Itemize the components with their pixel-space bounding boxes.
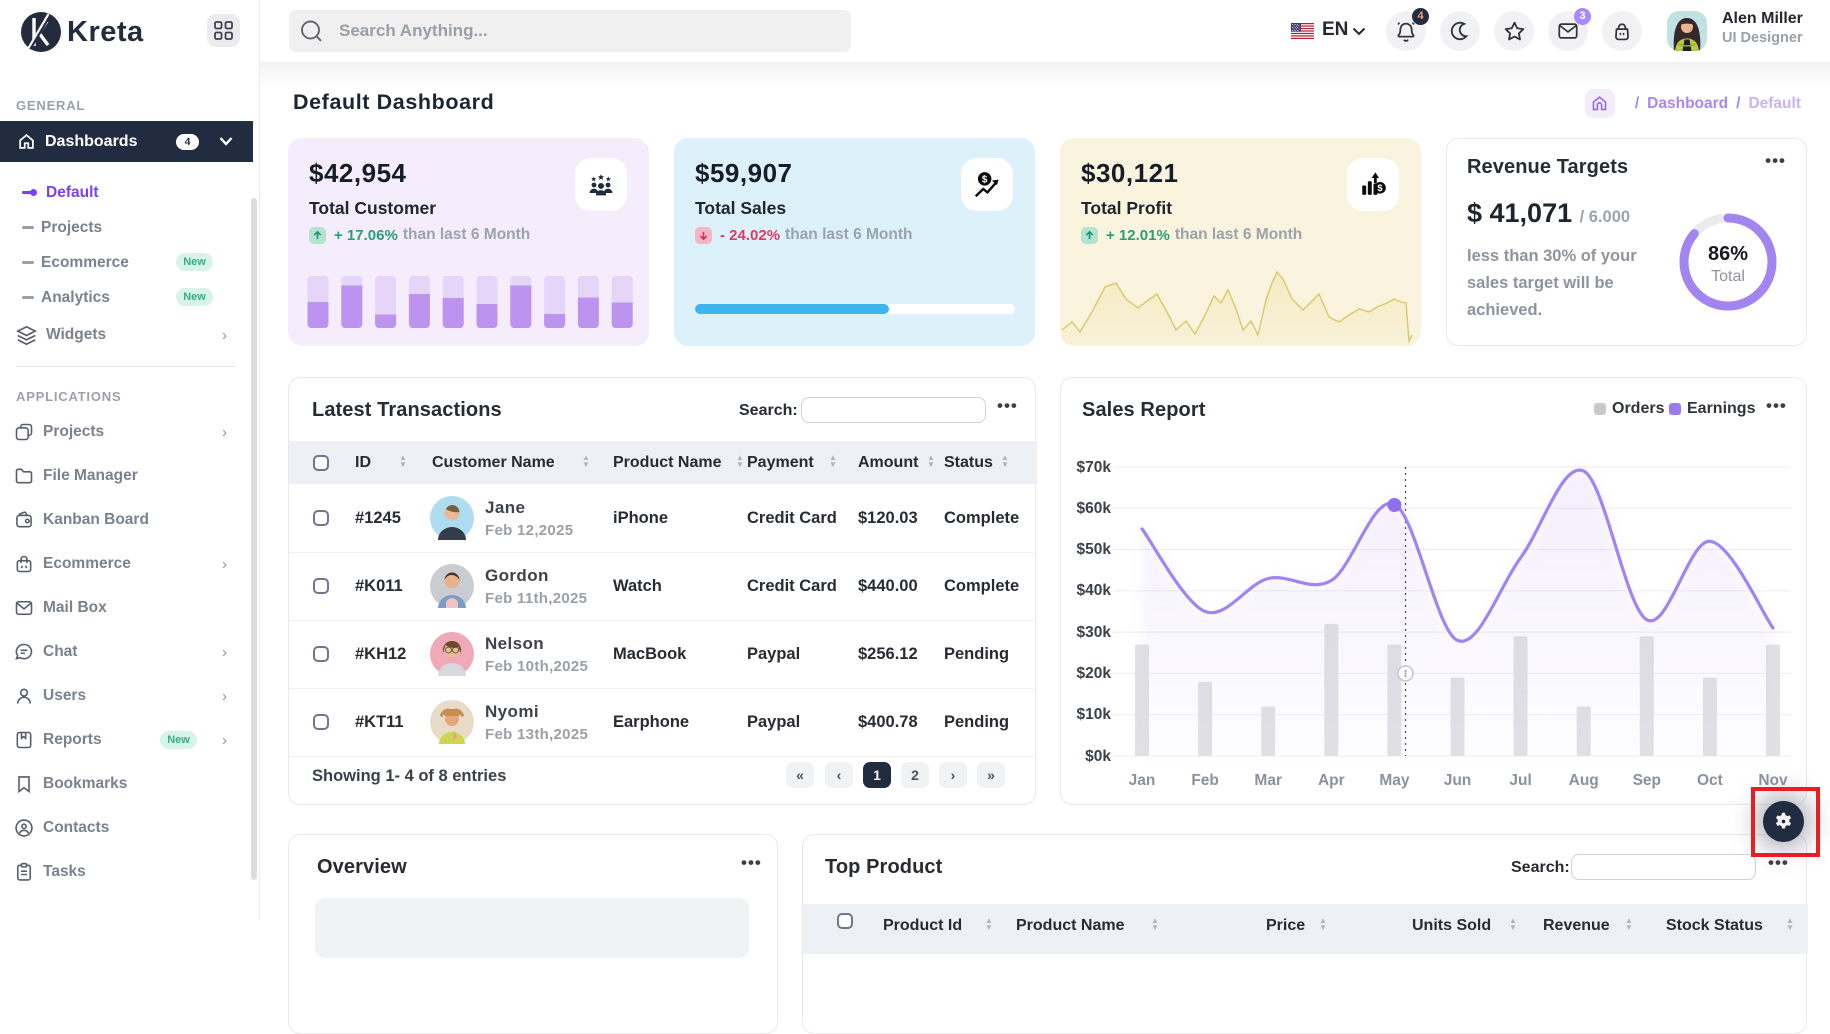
svg-text:Total: Total bbox=[1711, 268, 1745, 285]
svg-text:Jan: Jan bbox=[1129, 772, 1156, 789]
svg-text:$40k: $40k bbox=[1077, 582, 1112, 599]
svg-text:Sep: Sep bbox=[1633, 772, 1661, 789]
svg-text:$0k: $0k bbox=[1085, 748, 1111, 765]
svg-text:May: May bbox=[1379, 772, 1410, 789]
svg-text:$50k: $50k bbox=[1077, 541, 1112, 558]
svg-text:Nov: Nov bbox=[1758, 772, 1788, 789]
svg-text:Jun: Jun bbox=[1444, 772, 1472, 789]
svg-text:Mar: Mar bbox=[1254, 772, 1282, 789]
svg-text:Feb: Feb bbox=[1191, 772, 1219, 789]
svg-text:Apr: Apr bbox=[1318, 772, 1345, 789]
svg-text:$30k: $30k bbox=[1077, 624, 1112, 641]
svg-text:$10k: $10k bbox=[1077, 706, 1112, 723]
svg-text:$20k: $20k bbox=[1077, 665, 1112, 682]
svg-text:Aug: Aug bbox=[1569, 772, 1599, 789]
svg-text:$70k: $70k bbox=[1077, 459, 1112, 476]
svg-text:$: $ bbox=[1377, 183, 1383, 193]
svg-text:Jul: Jul bbox=[1509, 772, 1531, 789]
svg-text:86%: 86% bbox=[1708, 243, 1748, 265]
svg-text:$60k: $60k bbox=[1077, 500, 1112, 517]
svg-text:Oct: Oct bbox=[1697, 772, 1723, 789]
svg-text:$: $ bbox=[982, 174, 988, 185]
